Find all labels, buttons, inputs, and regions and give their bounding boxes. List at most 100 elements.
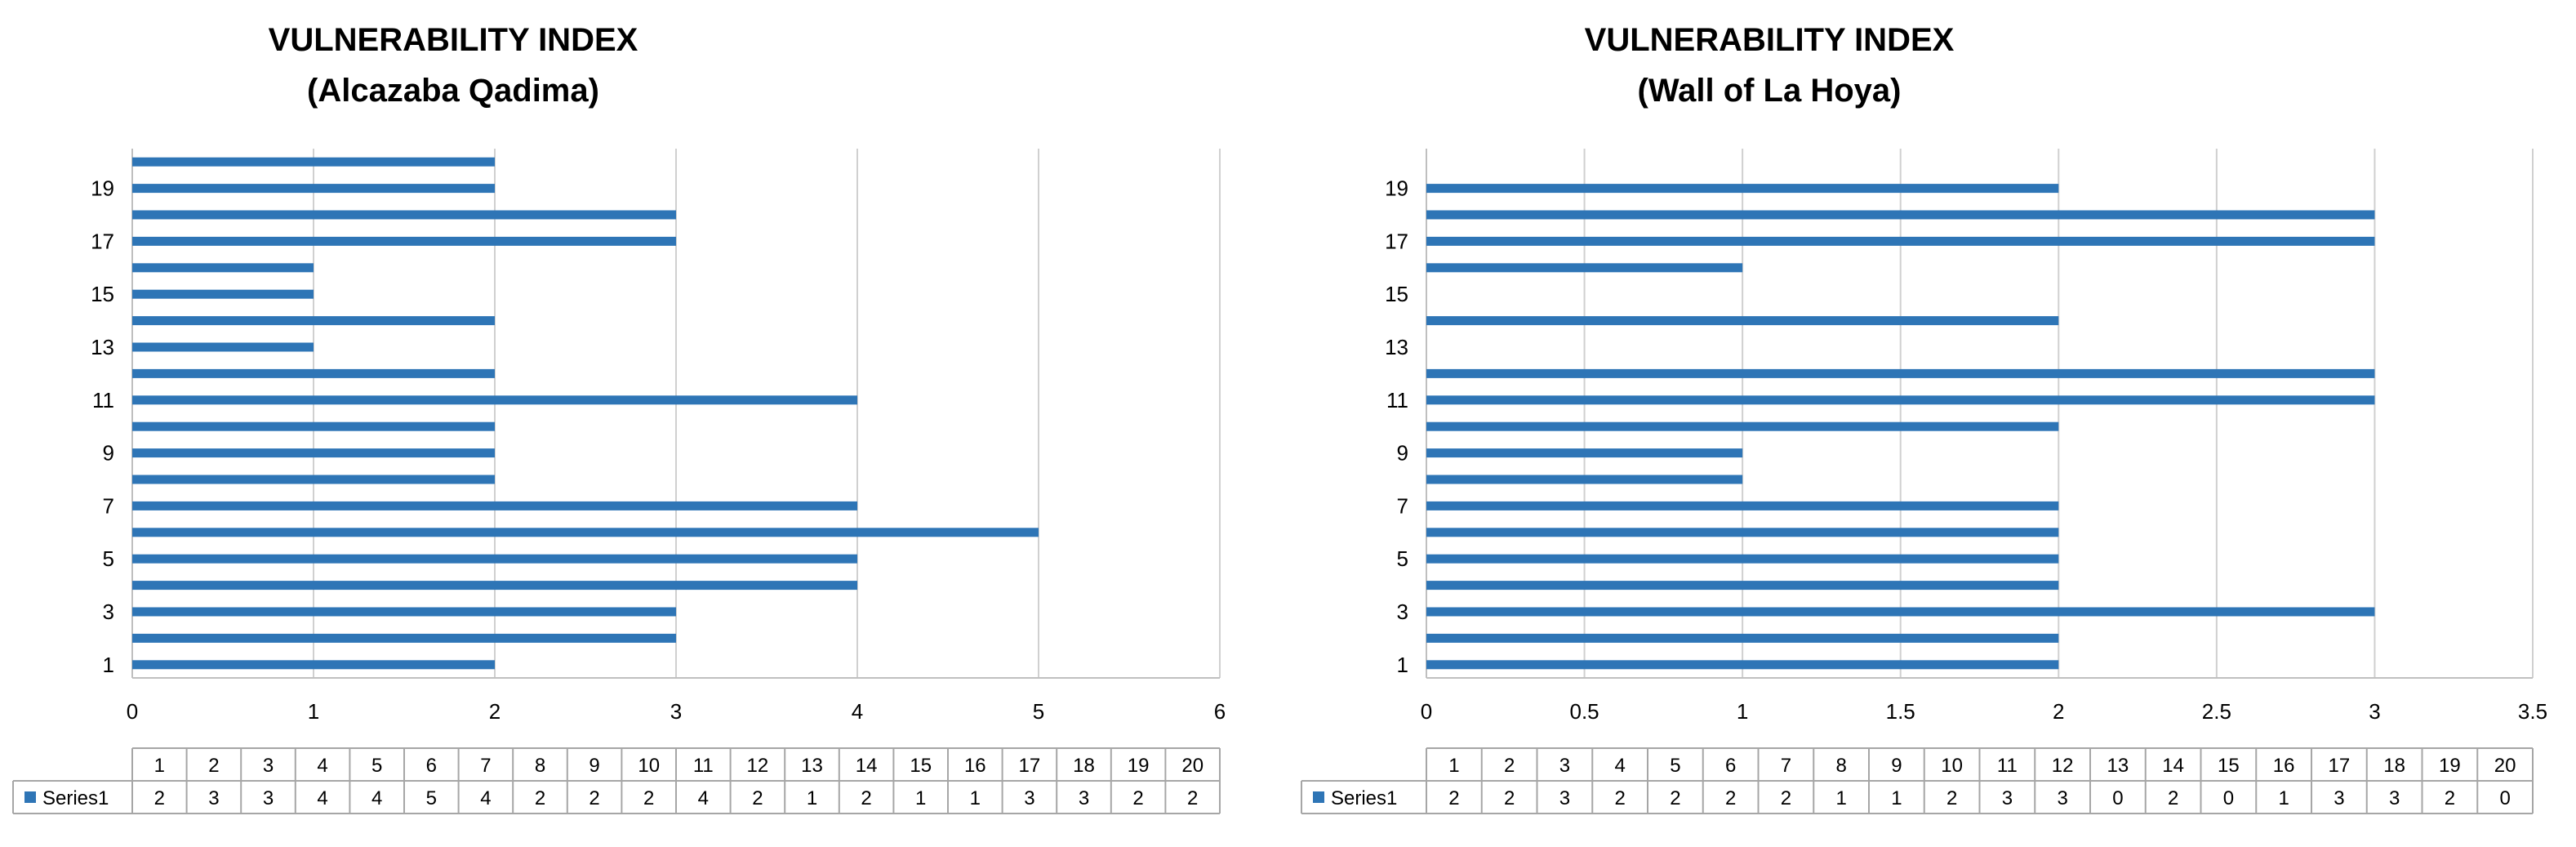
- bar: [1426, 395, 2375, 405]
- table-category-label: 5: [1670, 755, 1680, 777]
- table-category-label: 3: [1559, 755, 1570, 777]
- table-value: 0: [2499, 787, 2510, 809]
- y-tick-label: 5: [1397, 546, 1408, 571]
- table-category-label: 14: [856, 755, 878, 777]
- chart-panel-wall-of-la-hoya: VULNERABILITY INDEX (Wall of La Hoya) 0 0…: [1288, 0, 2576, 847]
- table-value: 1: [2278, 787, 2289, 809]
- bar: [1426, 554, 2059, 564]
- bar: [132, 316, 495, 326]
- x-tick-label: 6: [1214, 699, 1226, 724]
- x-tick-label: 2: [489, 699, 501, 724]
- table-category-label: 4: [317, 755, 327, 777]
- table-value: 1: [1891, 787, 1902, 809]
- bar: [132, 263, 314, 273]
- table-value: 2: [1132, 787, 1143, 809]
- bar: [132, 236, 676, 246]
- bar: [132, 475, 495, 484]
- table-category-label: 3: [263, 755, 274, 777]
- table-category-label: 1: [1448, 755, 1459, 777]
- y-tick-label: 11: [1386, 388, 1408, 412]
- table-value: 3: [1559, 787, 1570, 809]
- table-category-label: 14: [2162, 755, 2184, 777]
- x-tick-label: 4: [852, 699, 863, 724]
- y-tick-label: 13: [1385, 335, 1408, 359]
- table-value: 2: [1504, 787, 1515, 809]
- table-value: 3: [1024, 787, 1034, 809]
- x-tick-label: 2: [2053, 699, 2064, 724]
- bar: [132, 184, 495, 194]
- table-category-label: 9: [589, 755, 599, 777]
- legend-swatch: [1313, 791, 1324, 803]
- x-tick-label: 1.5: [1886, 699, 1915, 724]
- table-value: 3: [2334, 787, 2344, 809]
- table-category-label: 18: [2383, 755, 2405, 777]
- table-value: 2: [1670, 787, 1680, 809]
- table-category-label: 15: [910, 755, 932, 777]
- table-category-label: 11: [1997, 755, 2018, 777]
- y-tick-label: 3: [1397, 600, 1408, 624]
- y-tick-label: 7: [1397, 493, 1408, 518]
- table-value: 3: [2002, 787, 2013, 809]
- bar: [132, 210, 676, 220]
- y-tick-label: 17: [1385, 229, 1408, 253]
- table-value: 2: [1946, 787, 1957, 809]
- table-category-label: 6: [426, 755, 437, 777]
- y-tick-label: 7: [103, 493, 114, 518]
- table-category-label: 7: [1781, 755, 1791, 777]
- bar: [1426, 607, 2375, 617]
- bar: [1426, 316, 2059, 326]
- bar: [1426, 660, 2059, 670]
- y-tick-label: 17: [91, 229, 114, 253]
- x-tick-label: 3: [2369, 699, 2380, 724]
- table-category-label: 4: [1614, 755, 1625, 777]
- y-tick-label: 1: [1397, 653, 1408, 677]
- chart-title: VULNERABILITY INDEX: [1585, 22, 1955, 58]
- bar: [132, 660, 495, 670]
- bar: [1426, 501, 2059, 510]
- table-category-label: 5: [371, 755, 382, 777]
- table-value: 2: [1614, 787, 1625, 809]
- bar: [132, 395, 857, 405]
- table-value: 1: [807, 787, 817, 809]
- table-value: 4: [317, 787, 327, 809]
- bar: [132, 581, 857, 591]
- table-value: 2: [752, 787, 763, 809]
- bar: [1426, 368, 2375, 378]
- table-category-label: 15: [2218, 755, 2240, 777]
- y-tick-label: 1: [103, 653, 114, 677]
- legend-series-name: Series1: [1331, 787, 1397, 809]
- table-value: 1: [970, 787, 981, 809]
- table-category-label: 19: [2439, 755, 2461, 777]
- bar: [132, 368, 495, 378]
- table-category-label: 11: [693, 755, 714, 777]
- table-category-label: 20: [1181, 755, 1203, 777]
- x-tick-label: 0.5: [1569, 699, 1599, 724]
- y-tick-label: 19: [91, 176, 114, 201]
- table-category-label: 9: [1891, 755, 1902, 777]
- bar: [132, 157, 495, 167]
- bar: [132, 421, 495, 431]
- bar: [132, 528, 1039, 537]
- x-tick-label: 3.5: [2518, 699, 2547, 724]
- table-category-label: 18: [1073, 755, 1095, 777]
- table-category-label: 13: [2107, 755, 2129, 777]
- bar: [1426, 528, 2059, 537]
- x-tick-label: 1: [1737, 699, 1748, 724]
- table-value: 2: [2445, 787, 2455, 809]
- table-category-label: 16: [2273, 755, 2295, 777]
- table-category-label: 1: [154, 755, 165, 777]
- bar: [1426, 263, 1743, 273]
- bar: [1426, 421, 2059, 431]
- table-value: 3: [2389, 787, 2400, 809]
- bar: [132, 501, 857, 510]
- y-tick-label: 19: [1385, 176, 1408, 201]
- table-value: 3: [263, 787, 274, 809]
- bar: [1426, 184, 2059, 194]
- table-value: 4: [480, 787, 491, 809]
- table-category-label: 17: [2329, 755, 2351, 777]
- bar: [132, 554, 857, 564]
- y-tick-label: 15: [1385, 282, 1408, 306]
- table-category-label: 10: [638, 755, 660, 777]
- table-value: 0: [2112, 787, 2123, 809]
